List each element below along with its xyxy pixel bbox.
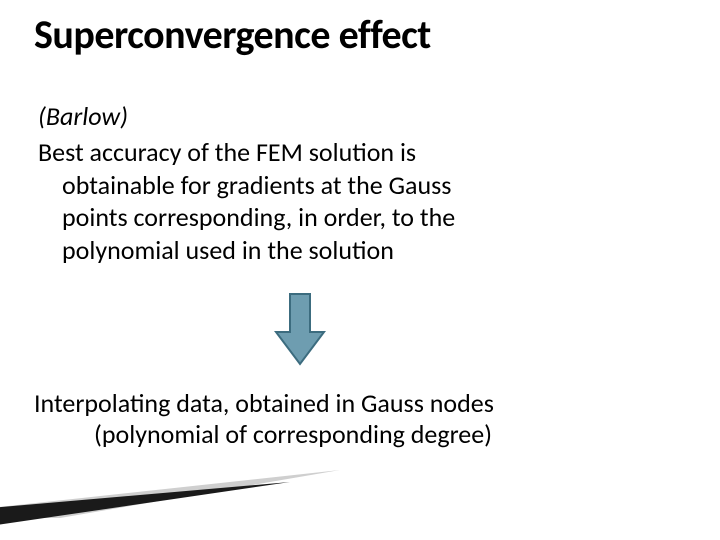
arrow-path	[276, 294, 324, 364]
body-paragraph: Best accuracy of the FEM solution is obt…	[38, 136, 598, 266]
body-line-1: Best accuracy of the FEM solution is	[38, 136, 416, 168]
slide: Superconvergence effect (Barlow) Best ac…	[0, 0, 720, 540]
footer-paragraph: Interpolating data, obtained in Gauss no…	[34, 388, 674, 450]
slide-title: Superconvergence effect	[34, 10, 431, 59]
footer-line-1: Interpolating data, obtained in Gauss no…	[34, 387, 494, 419]
body-line-3: points corresponding, in order, to the	[62, 201, 455, 233]
down-arrow-icon	[270, 290, 330, 370]
corner-decoration-icon	[0, 464, 350, 534]
wedge-dark	[0, 482, 290, 526]
footer-line-2: (polynomial of corresponding degree)	[34, 419, 674, 450]
wedge-light	[0, 470, 340, 518]
body-line-4: polynomial used in the solution	[62, 234, 394, 266]
slide-subtitle: (Barlow)	[38, 100, 128, 132]
body-line-2: obtainable for gradients at the Gauss	[62, 169, 451, 201]
